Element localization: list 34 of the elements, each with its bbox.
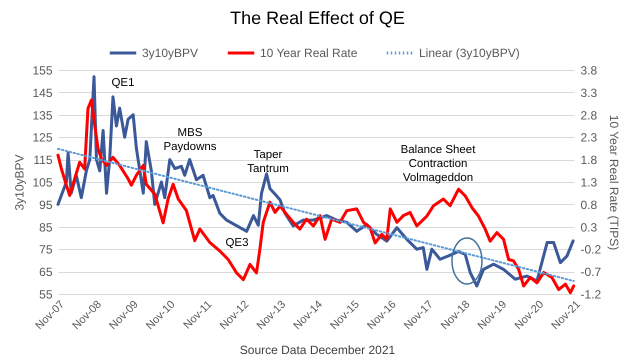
legend-label: 10 Year Real Rate bbox=[260, 46, 358, 60]
annotation: Balance Sheet Contraction Volmageddon bbox=[400, 143, 476, 185]
y2-tick-label: 3.3 bbox=[580, 86, 598, 100]
annotation: QE1 bbox=[111, 76, 135, 90]
legend-label: Linear (3y10yBPV) bbox=[419, 46, 520, 60]
y2-axis-title: 10 Year Real Rate (TIPS) bbox=[607, 114, 622, 250]
annotation: Taper Tantrum bbox=[247, 148, 289, 176]
y-tick-label: 85 bbox=[39, 220, 53, 234]
y-tick-label: 105 bbox=[32, 176, 53, 190]
y2-tick-label: -1.2 bbox=[580, 288, 602, 302]
y-tick-label: 155 bbox=[32, 64, 53, 78]
y2-tick-label: 0.3 bbox=[580, 220, 598, 234]
y-axis-title: 3y10yBPV bbox=[12, 154, 26, 211]
annotation: MBS Paydowns bbox=[163, 126, 217, 154]
y2-tick-label: 1.8 bbox=[580, 153, 598, 168]
y2-tick-label: 2.3 bbox=[580, 130, 598, 145]
y2-tick-label: -0.7 bbox=[580, 265, 602, 280]
y-tick-label: 125 bbox=[32, 130, 53, 145]
y2-tick-label: 0.8 bbox=[580, 198, 598, 212]
annotation: QE3 bbox=[225, 236, 249, 250]
source-note: Source Data December 2021 bbox=[238, 343, 396, 357]
y-tick-label: 145 bbox=[32, 86, 53, 100]
y2-tick-label: 1.3 bbox=[580, 176, 598, 190]
y2-tick-label: 3.8 bbox=[580, 64, 598, 78]
y-tick-label: 75 bbox=[39, 242, 53, 257]
chart-title: The Real Effect of QE bbox=[229, 8, 406, 29]
y-tick-label: 95 bbox=[39, 198, 53, 212]
y2-tick-label: 2.8 bbox=[580, 108, 598, 122]
y-tick-label: 65 bbox=[39, 265, 53, 280]
y-tick-label: 115 bbox=[33, 153, 53, 168]
y2-tick-label: -0.2 bbox=[580, 242, 602, 257]
legend-label: 3y10yBPV bbox=[142, 46, 198, 60]
y-tick-label: 55 bbox=[39, 288, 53, 302]
y-tick-label: 135 bbox=[32, 108, 53, 122]
